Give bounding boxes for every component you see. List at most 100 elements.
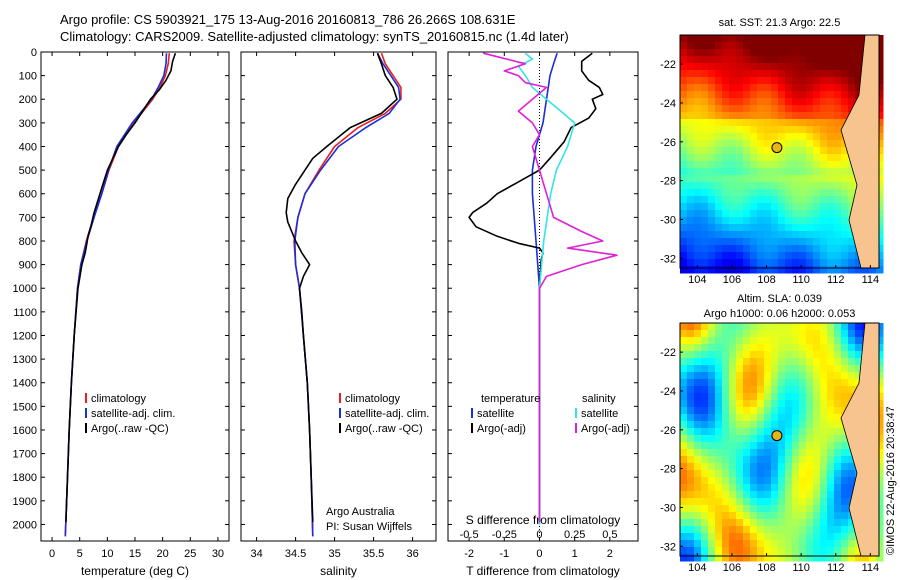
- map-cell: [820, 35, 828, 43]
- map-cell: [792, 477, 800, 485]
- map-cell: [729, 442, 737, 450]
- map-cell: [785, 442, 793, 450]
- map-cell: [708, 70, 716, 78]
- map-cell: [694, 344, 702, 352]
- map-cell: [834, 154, 842, 162]
- map-cell: [715, 63, 723, 71]
- map-cell: [764, 168, 772, 176]
- map-cell: [876, 224, 884, 232]
- map-cell: [743, 112, 751, 120]
- map-cell: [722, 414, 730, 422]
- map-cell: [841, 393, 849, 401]
- map-cell: [687, 231, 695, 239]
- map-cell: [722, 133, 730, 141]
- map-cell: [820, 161, 828, 169]
- map-cell: [722, 35, 730, 43]
- map-cell: [722, 435, 730, 443]
- map-cell: [778, 372, 786, 380]
- map-cell: [722, 351, 730, 359]
- map-cell: [729, 323, 737, 331]
- map-cell: [680, 484, 688, 492]
- map-cell: [750, 189, 758, 197]
- x-axis-label: salinity: [320, 564, 357, 578]
- map-cell: [785, 126, 793, 134]
- map-cell: [827, 259, 835, 267]
- map-cell: [715, 505, 723, 513]
- map-cell: [694, 140, 702, 148]
- map-cell: [694, 98, 702, 106]
- map-cell: [750, 63, 758, 71]
- map-cell: [799, 554, 807, 562]
- x-tick-label: 30: [212, 548, 224, 560]
- map-cell: [680, 428, 688, 436]
- map-cell: [715, 168, 723, 176]
- map-cell: [834, 161, 842, 169]
- map-cell: [757, 91, 765, 99]
- map-cell: [855, 259, 863, 267]
- map-cell: [750, 400, 758, 408]
- map-cell: [848, 477, 856, 485]
- map-cell: [757, 526, 765, 534]
- map-cell: [708, 407, 716, 415]
- map-cell: [792, 505, 800, 513]
- map-cell: [680, 168, 688, 176]
- map-cell: [785, 140, 793, 148]
- map-cell: [820, 421, 828, 429]
- map-cell: [771, 470, 779, 478]
- map-cell: [806, 540, 814, 548]
- map-cell: [764, 330, 772, 338]
- map-cell: [736, 456, 744, 464]
- map-cell: [820, 477, 828, 485]
- map-cell: [757, 196, 765, 204]
- map-cell: [876, 400, 884, 408]
- x-tick-label: 1: [572, 548, 578, 560]
- map-cell: [771, 63, 779, 71]
- map-cell: [820, 126, 828, 134]
- map-cell: [701, 252, 709, 260]
- map-cell: [771, 393, 779, 401]
- map-cell: [778, 386, 786, 394]
- map-cell: [792, 140, 800, 148]
- map-cell: [841, 35, 849, 43]
- map-cell: [799, 217, 807, 225]
- map-cell: [722, 56, 730, 64]
- map-cell: [687, 224, 695, 232]
- map-cell: [680, 112, 688, 120]
- map-cell: [771, 105, 779, 113]
- map-cell: [708, 196, 716, 204]
- map-cell: [708, 526, 716, 534]
- map-cell: [841, 210, 849, 218]
- map-cell: [757, 386, 765, 394]
- map-cell: [708, 323, 716, 331]
- map-cell: [701, 140, 709, 148]
- map-cell: [680, 519, 688, 527]
- map-cell: [827, 140, 835, 148]
- map-cell: [680, 386, 688, 394]
- map-cell: [722, 70, 730, 78]
- map-cell: [764, 112, 772, 120]
- map-cell: [827, 224, 835, 232]
- map-cell: [701, 217, 709, 225]
- map-cell: [743, 70, 751, 78]
- map-cell: [701, 428, 709, 436]
- map-cell: [778, 505, 786, 513]
- map-cell: [792, 42, 800, 50]
- map-cell: [757, 42, 765, 50]
- map-cell: [771, 210, 779, 218]
- map-cell: [687, 414, 695, 422]
- map-cell: [841, 238, 849, 246]
- map-cell: [722, 491, 730, 499]
- map-cell: [680, 175, 688, 183]
- map-cell: [715, 351, 723, 359]
- map-cell: [813, 351, 821, 359]
- map-cell: [694, 351, 702, 359]
- map-cell: [750, 112, 758, 120]
- map-cell: [792, 168, 800, 176]
- map-cell: [799, 428, 807, 436]
- map-cell: [722, 547, 730, 555]
- map-cell: [757, 330, 765, 338]
- map-cell: [722, 245, 730, 253]
- map-cell: [792, 379, 800, 387]
- map-cell: [820, 358, 828, 366]
- map-cell: [841, 477, 849, 485]
